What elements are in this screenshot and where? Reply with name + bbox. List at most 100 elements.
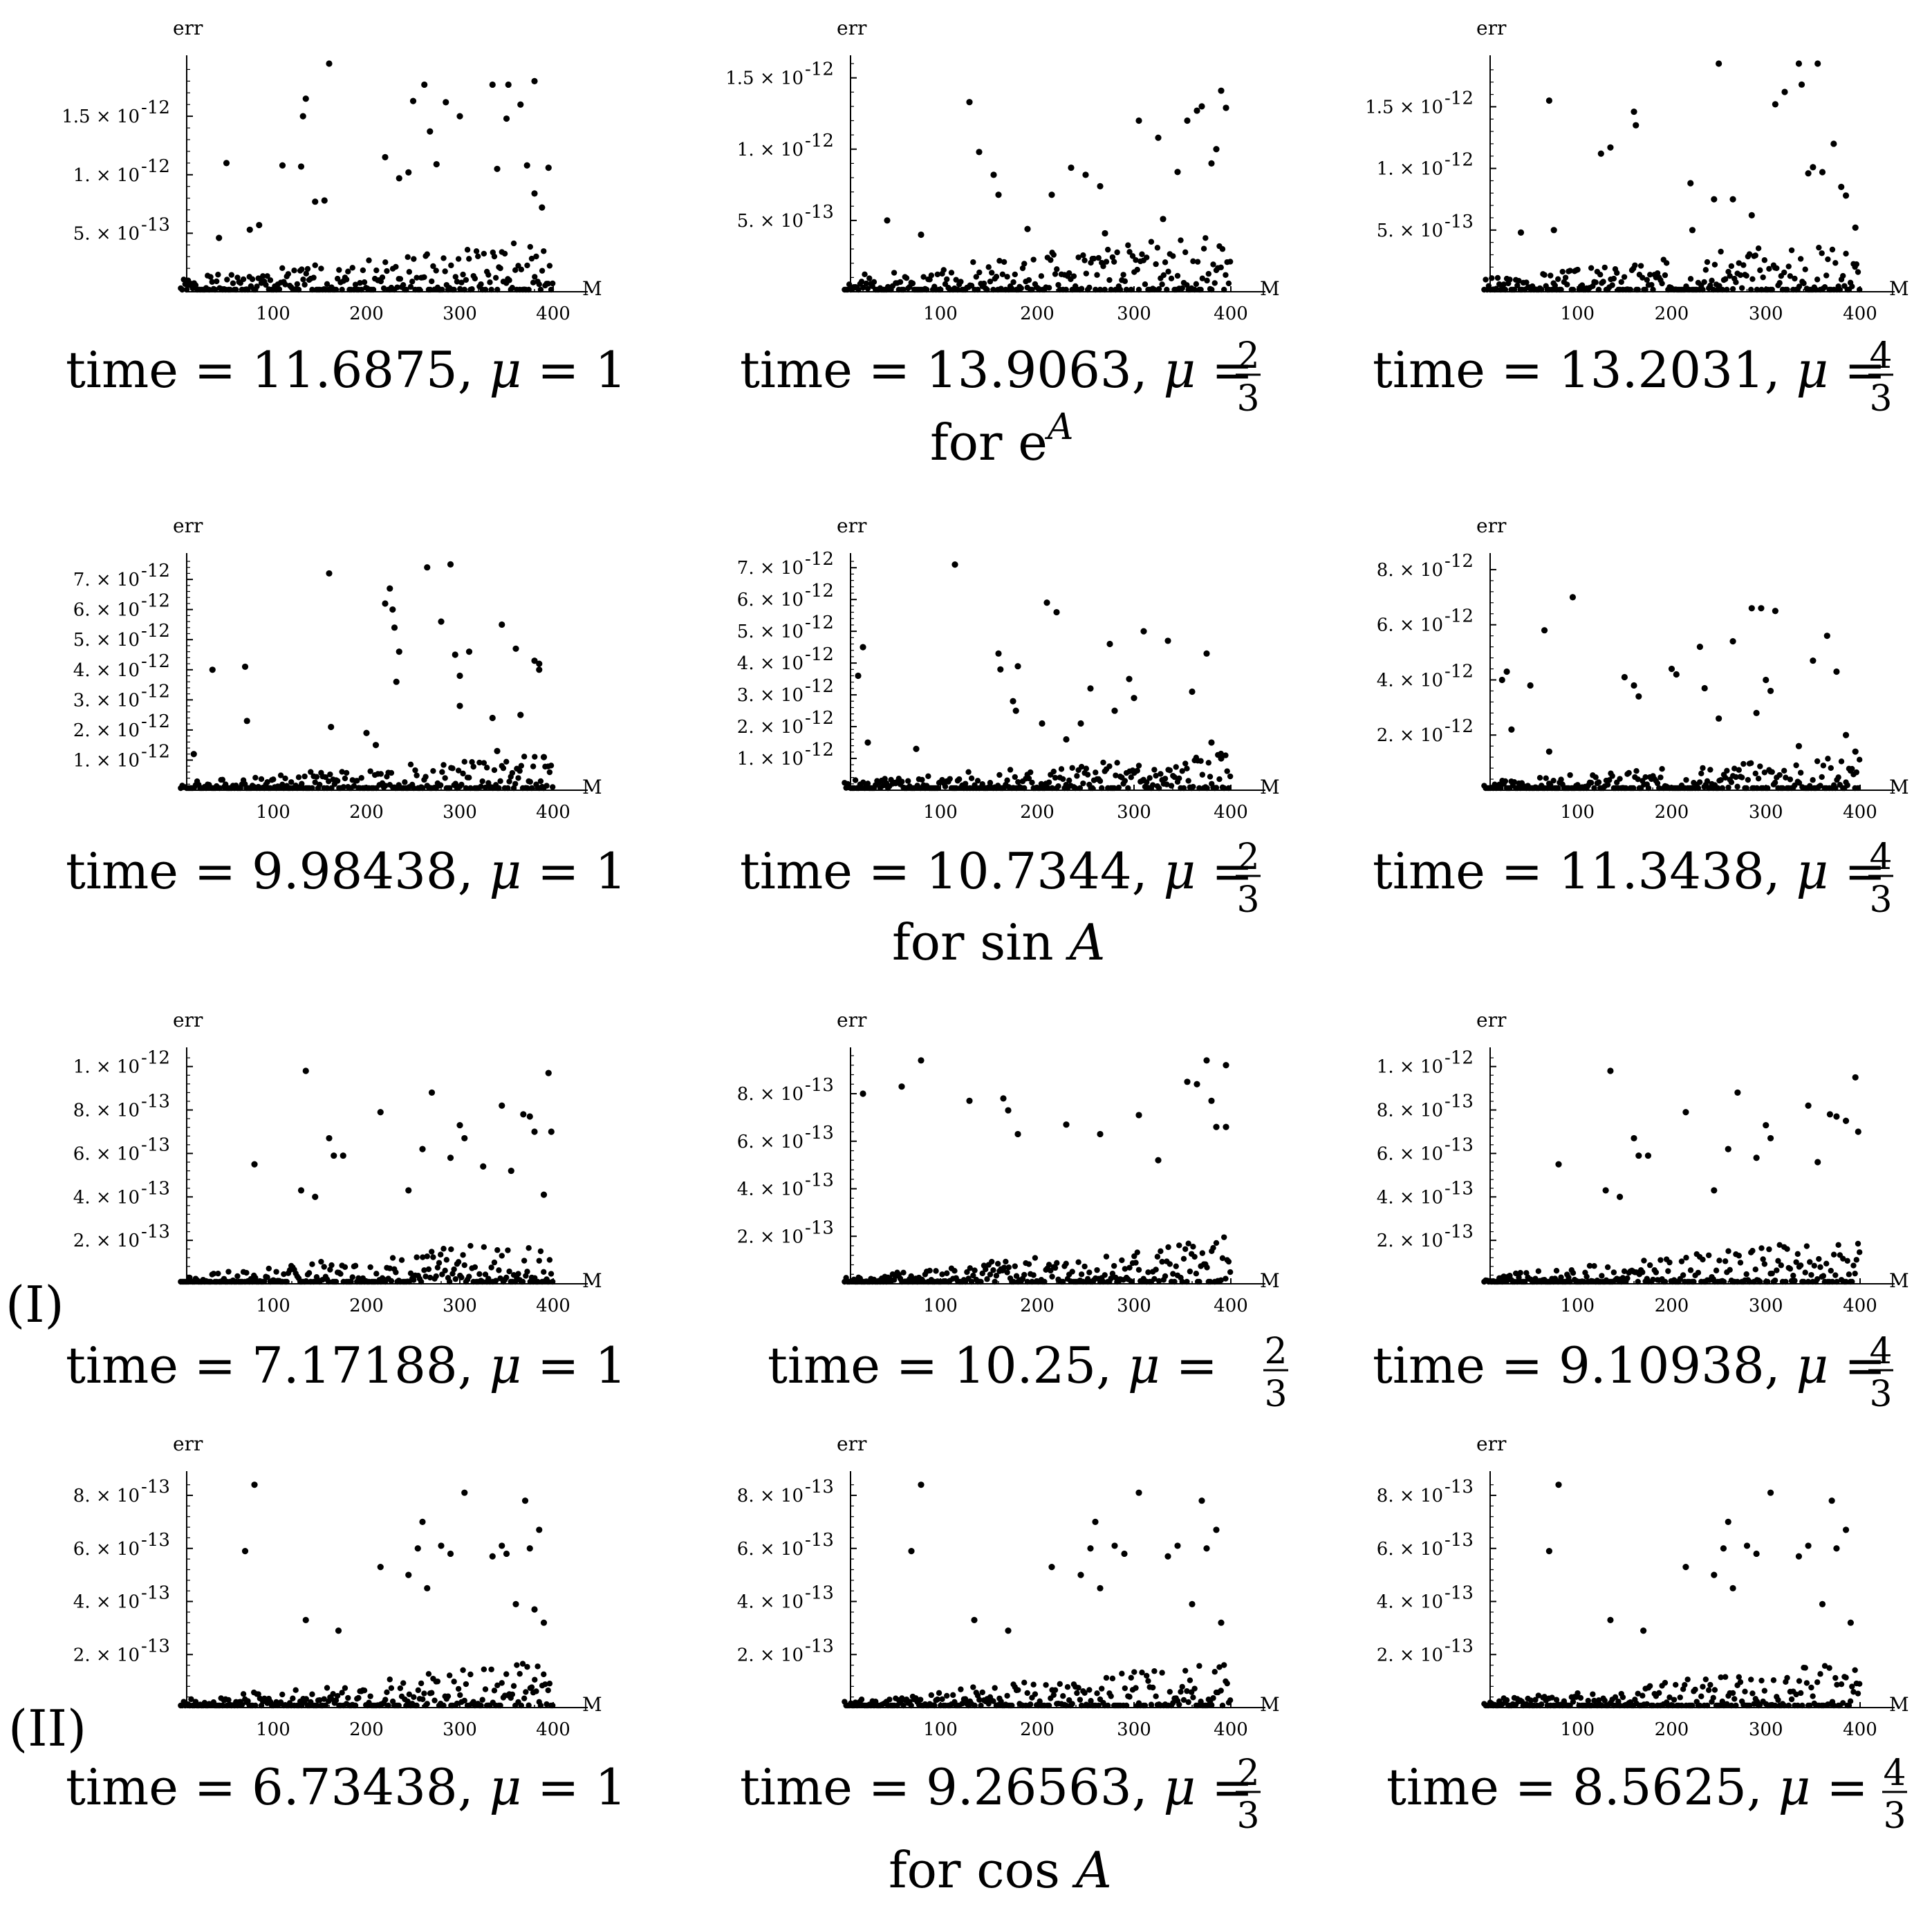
data-point bbox=[1766, 1246, 1772, 1253]
data-point bbox=[354, 778, 360, 784]
data-point bbox=[455, 767, 462, 774]
data-point bbox=[1704, 1702, 1711, 1709]
data-point bbox=[1599, 1702, 1605, 1709]
caption-time-value: 11.3438, bbox=[1559, 842, 1796, 900]
y-tick-exponent: -12 bbox=[1445, 716, 1474, 737]
y-tick-label: 5. × 10 bbox=[1377, 221, 1443, 241]
data-point bbox=[1514, 282, 1521, 289]
caption-mu-symbol: μ bbox=[1796, 341, 1828, 399]
data-point bbox=[1736, 767, 1742, 773]
caption-r1c1: time = 11.6875, μ = 1 bbox=[66, 341, 626, 399]
data-point bbox=[1536, 774, 1543, 781]
section-label-sin-fn: for sin bbox=[892, 913, 1070, 971]
data-point bbox=[1776, 280, 1783, 286]
y-tick-exponent: -12 bbox=[1445, 1048, 1474, 1069]
data-point bbox=[1535, 1268, 1542, 1274]
data-point bbox=[1100, 759, 1106, 766]
data-point bbox=[996, 772, 1003, 778]
data-point bbox=[457, 1692, 463, 1699]
data-point bbox=[927, 1267, 933, 1274]
data-point bbox=[330, 1691, 336, 1697]
data-point bbox=[1204, 1702, 1210, 1709]
data-point bbox=[389, 1255, 396, 1261]
data-point bbox=[1783, 1278, 1789, 1285]
data-point bbox=[1164, 781, 1170, 787]
data-point bbox=[494, 165, 501, 172]
data-point bbox=[1004, 1269, 1010, 1276]
data-point bbox=[464, 247, 471, 253]
data-point bbox=[216, 785, 223, 792]
x-tick-label: 100 bbox=[256, 1296, 290, 1316]
data-point bbox=[1640, 274, 1646, 281]
y-tick-label: 6. × 10 bbox=[1377, 1539, 1443, 1560]
y-tick-exponent: -12 bbox=[805, 613, 834, 633]
data-point bbox=[1790, 1272, 1796, 1279]
data-point bbox=[302, 1616, 309, 1623]
data-point bbox=[962, 1696, 969, 1702]
data-point bbox=[967, 1265, 974, 1271]
data-point bbox=[978, 1702, 984, 1709]
data-point bbox=[989, 1258, 995, 1265]
x-tick-label: 200 bbox=[1020, 1719, 1055, 1740]
x-tick-label: 400 bbox=[1214, 1719, 1248, 1740]
caption-r3c1: time = 7.17188, μ = 1 bbox=[66, 1336, 626, 1394]
data-point bbox=[1689, 227, 1696, 234]
data-point bbox=[1819, 1600, 1826, 1607]
data-point bbox=[405, 1698, 411, 1705]
data-point bbox=[526, 286, 532, 293]
data-point bbox=[489, 81, 496, 88]
data-point bbox=[882, 776, 888, 782]
data-point bbox=[317, 781, 323, 788]
data-point bbox=[1796, 780, 1803, 786]
data-point bbox=[1182, 1246, 1189, 1252]
data-point bbox=[1029, 1278, 1035, 1285]
data-point bbox=[1543, 775, 1549, 781]
data-point bbox=[1109, 254, 1116, 261]
y-axis-label: err bbox=[173, 1009, 203, 1031]
data-point bbox=[864, 286, 871, 292]
data-point bbox=[252, 774, 259, 781]
data-point bbox=[1728, 779, 1735, 785]
caption-equals: = bbox=[1196, 842, 1253, 900]
data-point bbox=[1077, 785, 1084, 792]
caption-mu-symbol: μ bbox=[1163, 842, 1196, 900]
data-point bbox=[1170, 253, 1176, 259]
data-point bbox=[449, 765, 456, 772]
data-point bbox=[1182, 249, 1189, 256]
data-point bbox=[1149, 1684, 1156, 1691]
data-point bbox=[1570, 286, 1577, 293]
data-point bbox=[1097, 1585, 1104, 1591]
data-point bbox=[860, 284, 866, 291]
data-point bbox=[1108, 1276, 1114, 1282]
data-point bbox=[535, 1278, 541, 1285]
data-point bbox=[1601, 264, 1608, 271]
data-point bbox=[1833, 1545, 1840, 1552]
data-point bbox=[385, 1702, 391, 1709]
data-point bbox=[1030, 256, 1037, 263]
x-tick-label: 200 bbox=[1655, 1296, 1689, 1316]
data-point bbox=[1097, 183, 1104, 189]
mu-denominator: 3 bbox=[1236, 378, 1259, 420]
data-point bbox=[1734, 1089, 1741, 1096]
data-point bbox=[1021, 1679, 1028, 1686]
data-point bbox=[541, 1671, 547, 1678]
data-point bbox=[1849, 283, 1855, 290]
y-tick-exponent: -13 bbox=[805, 1530, 834, 1551]
data-point bbox=[1038, 273, 1045, 279]
data-point bbox=[1550, 777, 1557, 784]
x-axis-label: M bbox=[1260, 776, 1280, 798]
data-point bbox=[1128, 1674, 1135, 1681]
data-point bbox=[1211, 1669, 1218, 1675]
data-point bbox=[1852, 1074, 1859, 1081]
data-point bbox=[458, 1274, 465, 1281]
data-point bbox=[1077, 1571, 1084, 1578]
data-point bbox=[1847, 1698, 1854, 1705]
data-point bbox=[1097, 1130, 1104, 1138]
data-point bbox=[1738, 285, 1745, 291]
data-point bbox=[1119, 1670, 1125, 1677]
data-point bbox=[384, 1689, 390, 1696]
caption-mu-symbol: μ bbox=[489, 1336, 521, 1394]
data-point bbox=[400, 281, 407, 288]
data-point bbox=[414, 1545, 421, 1552]
